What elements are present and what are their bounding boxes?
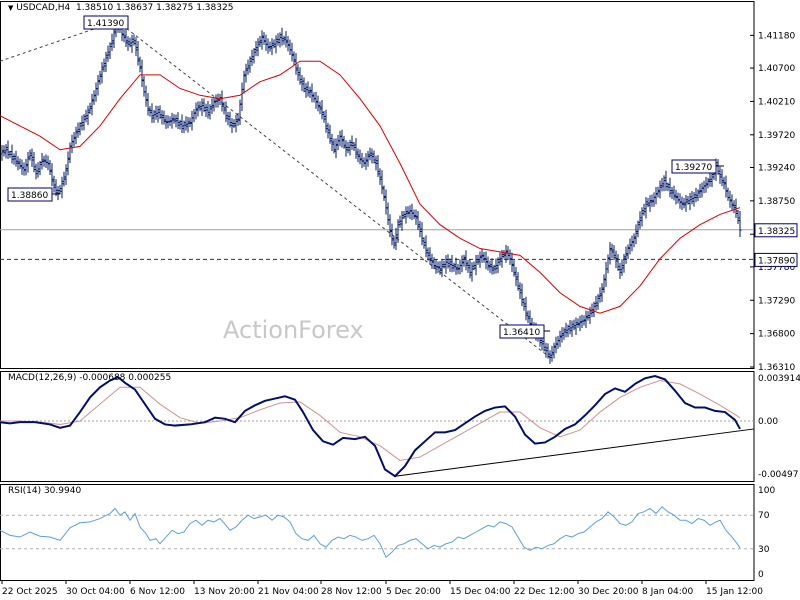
low-price-label-box (7, 187, 53, 202)
x-tick-label: 28 Nov 12:00 (321, 587, 382, 597)
price-y-tick-label: 1.37780 (758, 263, 795, 273)
macd-y-tick-label: 0.003914 (758, 374, 800, 384)
macd-trendline (394, 428, 755, 477)
rsi-y-tick-label: 70 (758, 511, 770, 521)
swing-low-price-label-box (499, 324, 545, 339)
price-y-tick-label: 1.39720 (758, 131, 795, 141)
macd-label: MACD(12,26,9) -0.000688 0.000255 (8, 373, 172, 383)
high-price-label-box (83, 15, 129, 30)
x-tick-label: 22 Dec 12:00 (514, 587, 575, 597)
price-y-tick-label: 1.36310 (758, 363, 795, 373)
x-tick-label: 30 Dec 20:00 (578, 587, 639, 597)
swing-high-price-label-box (671, 159, 717, 174)
price-y-tick-label: 1.36800 (758, 330, 795, 340)
support-price-label: 1.37890 (758, 256, 795, 266)
price-y-tick-label: 1.41180 (758, 31, 795, 41)
x-tick-label: 15 Jan 12:00 (706, 587, 763, 597)
swing-high-price-label: 1.39270 (671, 159, 717, 174)
current-price-label-text: 1.38325 (758, 227, 795, 237)
current-price-label-box (754, 223, 798, 238)
current-price-label: 1.38325 (754, 223, 798, 238)
rsi-y-tick-label: 0 (758, 570, 764, 580)
macd-pane-frame (0, 371, 755, 482)
swing-low-price-label: 1.36410 (499, 324, 545, 339)
rsi-line (0, 506, 741, 559)
x-tick-label: 5 Dec 20:00 (386, 587, 441, 597)
macd-y-tick-label: -0.00497 (758, 470, 798, 480)
price-y-tick-label: 1.40210 (758, 97, 795, 107)
high-price-label: 1.41390 (83, 15, 129, 30)
high-price-label-text: 1.41390 (87, 19, 124, 29)
symbol-text: USDCAD,H4 (16, 3, 71, 13)
moving-average-line (0, 60, 741, 314)
x-tick-label: 13 Nov 20:00 (194, 587, 255, 597)
price-y-tick-label: 1.39240 (758, 163, 795, 173)
rsi-pane-frame (0, 484, 755, 581)
x-tick-label: 22 Oct 2025 (2, 587, 58, 597)
ohlc-text: 1.38510 1.38637 1.38275 1.38325 (75, 3, 234, 13)
down-dashed-trendline (116, 20, 551, 358)
x-tick-label: 30 Oct 04:00 (66, 587, 125, 597)
x-tick-label: 8 Jan 04:00 (642, 587, 694, 597)
swing-high-price-label-text: 1.39270 (675, 163, 712, 173)
support-price-box (754, 252, 798, 267)
rsi-y-tick-label: 30 (758, 545, 770, 555)
low-price-label: 1.38860 (7, 187, 53, 202)
swing-low-price-label-text: 1.36410 (503, 328, 540, 338)
rsi-y-tick-label: 100 (758, 486, 775, 496)
price-y-tick-label: 1.40700 (758, 64, 795, 74)
macd-main-line (0, 374, 741, 478)
rsi-label: RSI(14) 30.9940 (8, 486, 82, 496)
x-tick-label: 6 Nov 12:00 (130, 587, 185, 597)
macd-y-tick-label: 0.00 (758, 417, 778, 427)
x-tick-label: 21 Nov 04:00 (258, 587, 319, 597)
low-price-label-text: 1.38860 (11, 191, 48, 201)
price-y-tick-label: 1.37290 (758, 296, 795, 306)
price-y-tick-label: 1.38750 (758, 197, 795, 207)
header-symbol-label: ▼ USDCAD,H4 1.38510 1.38637 1.38275 1.38… (8, 3, 234, 13)
price-pane-frame (0, 1, 755, 369)
x-tick-label: 15 Dec 04:00 (450, 587, 511, 597)
watermark-text: ActionForex (223, 316, 364, 344)
